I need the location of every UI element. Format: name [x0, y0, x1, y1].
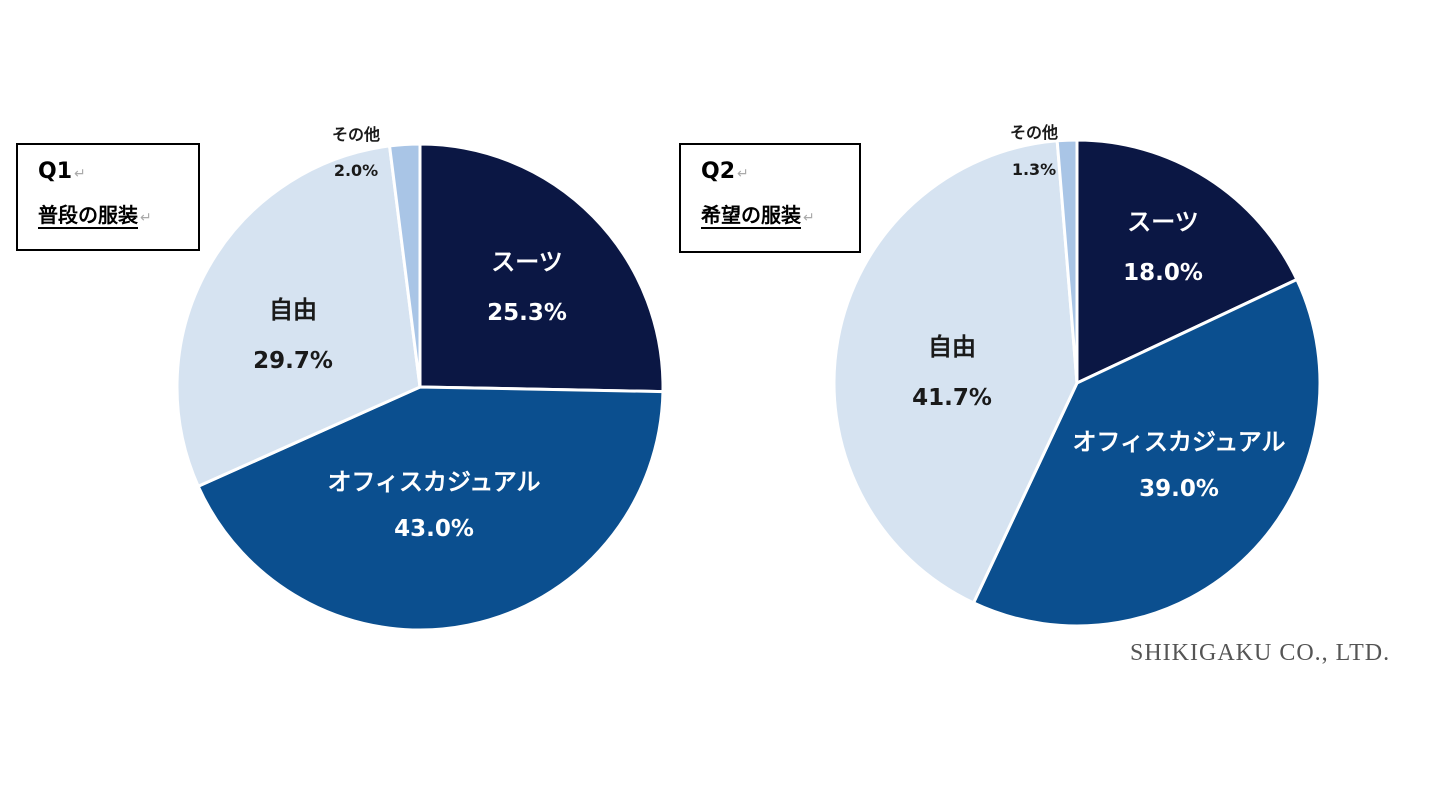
pie-slice	[1055, 138, 1079, 385]
q1-number: Q1 ↵	[38, 159, 86, 184]
pie-slice	[175, 144, 422, 488]
slice-percentage: 43.0%	[394, 516, 474, 542]
pie-slice	[832, 139, 1079, 605]
return-mark: ↵	[140, 210, 152, 226]
slice-label: オフィスカジュアル	[327, 468, 540, 496]
pie-slice	[388, 142, 422, 389]
q2-label-box: Q2 ↵ 希望の服装 ↵	[679, 143, 861, 253]
pie-slice	[972, 278, 1322, 628]
q2-title: 希望の服装 ↵	[701, 203, 815, 227]
slice-percentage: 25.3%	[487, 300, 567, 326]
slice-label: 自由	[928, 333, 976, 361]
slice-label: スーツ	[491, 248, 563, 276]
return-mark: ↵	[74, 166, 86, 182]
q2-number: Q2 ↵	[701, 159, 749, 184]
slice-label: 自由	[269, 296, 317, 324]
return-mark: ↵	[737, 166, 749, 182]
return-mark: ↵	[803, 210, 815, 226]
pie-chart-2: スーツ 18.0% オフィスカジュアル 39.0% 自由 41.7% その他 1.3%	[832, 123, 1322, 628]
company-footer: SHIKIGAKU CO., LTD.	[1130, 640, 1391, 666]
slice-percentage: 1.3%	[1012, 160, 1056, 179]
slice-percentage: 41.7%	[912, 385, 992, 411]
pie-slice	[1075, 138, 1299, 385]
q1-title: 普段の服装 ↵	[38, 203, 152, 227]
pie-slice	[196, 385, 665, 632]
slice-percentage: 39.0%	[1139, 476, 1219, 502]
pie-slice	[418, 142, 665, 394]
slice-percentage: 18.0%	[1123, 260, 1203, 286]
pie-chart-1: スーツ 25.3% オフィスカジュアル 43.0% 自由 29.7% その他 2.0%	[175, 125, 665, 632]
slice-label: スーツ	[1127, 208, 1199, 236]
slice-label: オフィスカジュアル	[1072, 428, 1285, 456]
slice-percentage: 29.7%	[253, 348, 333, 374]
slice-label: その他	[1010, 123, 1058, 142]
q1-label-box: Q1 ↵ 普段の服装 ↵	[16, 143, 200, 251]
slice-percentage: 2.0%	[334, 161, 378, 180]
slice-label: その他	[332, 125, 380, 144]
